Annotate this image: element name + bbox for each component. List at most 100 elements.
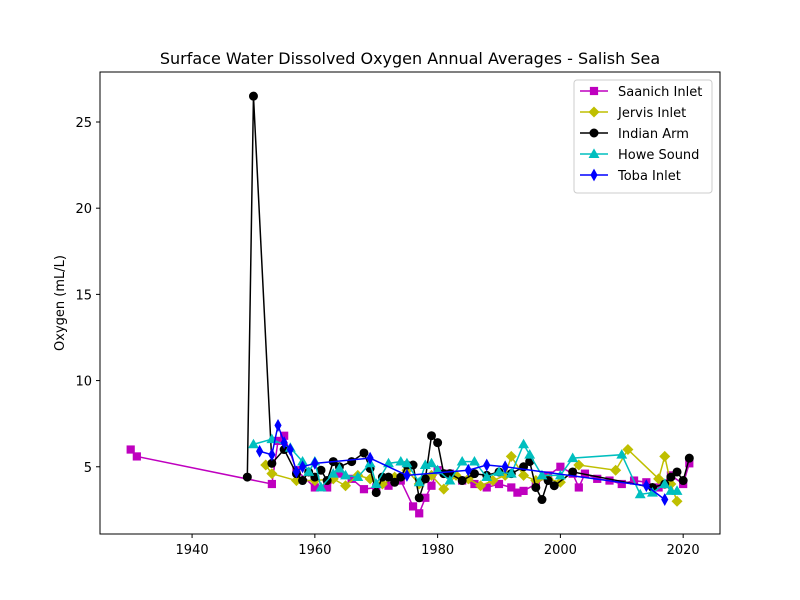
data-point-jervis-inlet — [340, 480, 352, 492]
legend-label: Indian Arm — [618, 127, 689, 142]
data-point-jervis-inlet — [438, 483, 450, 495]
data-point-jervis-inlet — [610, 464, 622, 476]
data-point-toba-inlet — [274, 418, 282, 432]
data-point-jervis-inlet — [518, 469, 530, 481]
legend-entry-indian-arm: Indian Arm — [580, 127, 689, 142]
data-point-howe-sound — [468, 455, 480, 466]
data-point-saanich-inlet — [132, 452, 141, 461]
legend: Saanich Inlet Jervis Inlet Indian Arm Howe … — [573, 79, 713, 194]
data-point-saanich-inlet — [494, 479, 504, 489]
data-point-howe-sound — [333, 462, 345, 473]
y-tick-label: 20 — [75, 202, 92, 217]
data-point-jervis-inlet — [364, 473, 376, 485]
data-point-jervis-inlet — [622, 444, 634, 456]
data-point-jervis-inlet — [266, 468, 278, 480]
data-point-saanich-inlet — [556, 462, 565, 471]
data-point-toba-inlet — [403, 468, 411, 482]
data-point-howe-sound — [481, 471, 493, 482]
data-point-indian-arm — [457, 476, 467, 486]
data-point-indian-arm — [433, 438, 443, 448]
data-point-toba-inlet — [311, 456, 319, 470]
data-point-howe-sound — [493, 466, 505, 476]
data-point-indian-arm — [678, 476, 688, 486]
data-point-howe-sound — [426, 457, 437, 468]
data-point-howe-sound — [536, 469, 548, 480]
series-toba-inlet — [256, 418, 669, 506]
data-point-jervis-inlet — [475, 480, 487, 492]
data-point-saanich-inlet — [427, 481, 436, 490]
data-point-toba-inlet — [292, 465, 301, 479]
data-point-toba-inlet — [642, 479, 650, 493]
data-point-indian-arm — [414, 493, 424, 503]
data-point-toba-inlet — [366, 451, 374, 465]
data-point-indian-arm — [672, 467, 682, 477]
y-axis-label: Oxygen (mL/L) — [53, 255, 68, 351]
y-tick-label: 25 — [75, 116, 92, 131]
legend-label: Howe Sound — [618, 148, 699, 163]
data-point-toba-inlet — [483, 458, 491, 472]
data-point-indian-arm — [531, 482, 541, 492]
data-point-indian-arm — [666, 472, 676, 482]
data-point-jervis-inlet — [659, 450, 671, 462]
x-tick-label: 1940 — [176, 543, 209, 558]
data-point-howe-sound — [444, 474, 456, 485]
data-point-howe-sound — [413, 476, 425, 487]
data-point-howe-sound — [616, 449, 628, 459]
data-point-jervis-inlet — [376, 478, 388, 490]
data-point-saanich-inlet — [415, 509, 424, 518]
data-point-howe-sound — [634, 488, 646, 499]
data-point-indian-arm — [549, 481, 559, 491]
y-tick-label: 10 — [75, 375, 92, 390]
data-point-saanich-inlet — [267, 479, 276, 489]
legend-marker — [590, 168, 598, 182]
y-tick-label: 5 — [84, 461, 92, 476]
data-point-indian-arm — [359, 448, 369, 458]
data-point-toba-inlet — [256, 444, 264, 458]
data-point-howe-sound — [567, 452, 579, 463]
data-point-toba-inlet — [501, 460, 509, 474]
data-point-saanich-inlet — [126, 445, 135, 454]
chart-title: Surface Water Dissolved Oxygen Annual Av… — [160, 49, 660, 68]
data-point-indian-arm — [390, 477, 400, 487]
legend-marker — [588, 148, 600, 158]
data-point-indian-arm — [420, 474, 430, 484]
legend-label: Saanich Inlet — [618, 85, 702, 100]
data-point-indian-arm — [684, 453, 694, 463]
legend-entry-howe-sound: Howe Sound — [580, 148, 699, 163]
data-point-jervis-inlet — [505, 450, 517, 462]
data-point-indian-arm — [469, 469, 479, 479]
x-tick-label: 2000 — [544, 543, 577, 558]
legend-marker — [588, 106, 600, 118]
data-point-saanich-inlet — [519, 486, 528, 496]
data-point-indian-arm — [426, 431, 436, 441]
data-point-howe-sound — [315, 481, 327, 492]
data-point-saanich-inlet — [507, 483, 516, 492]
data-point-howe-sound — [327, 468, 339, 478]
data-point-jervis-inlet — [653, 473, 665, 485]
legend-label: Jervis Inlet — [617, 106, 686, 121]
axes-layer: 1940 1960 1980 2000 2020 5 10 15 20 25 — [75, 71, 721, 558]
plot-frame — [99, 71, 721, 535]
data-point-jervis-inlet — [671, 495, 683, 507]
legend-entry-jervis-inlet: Jervis Inlet — [580, 106, 686, 121]
legend-marker — [589, 86, 599, 96]
legend-entry-saanich-inlet: Saanich Inlet — [580, 85, 702, 100]
data-point-indian-arm — [371, 488, 381, 498]
legend-marker — [589, 128, 599, 138]
data-point-indian-arm — [537, 495, 547, 505]
data-point-indian-arm — [384, 472, 394, 482]
data-point-howe-sound — [395, 455, 407, 466]
data-point-indian-arm — [248, 91, 258, 101]
data-point-saanich-inlet — [408, 502, 418, 511]
data-point-howe-sound — [505, 468, 517, 478]
data-point-indian-arm — [242, 472, 252, 482]
data-point-howe-sound — [340, 469, 352, 480]
data-point-howe-sound — [671, 485, 683, 495]
data-point-indian-arm — [347, 457, 357, 467]
data-point-howe-sound — [352, 471, 364, 482]
data-point-howe-sound — [432, 464, 444, 475]
legend-frame — [573, 79, 713, 194]
data-point-toba-inlet — [661, 493, 669, 506]
x-tick-label: 1980 — [421, 543, 454, 558]
